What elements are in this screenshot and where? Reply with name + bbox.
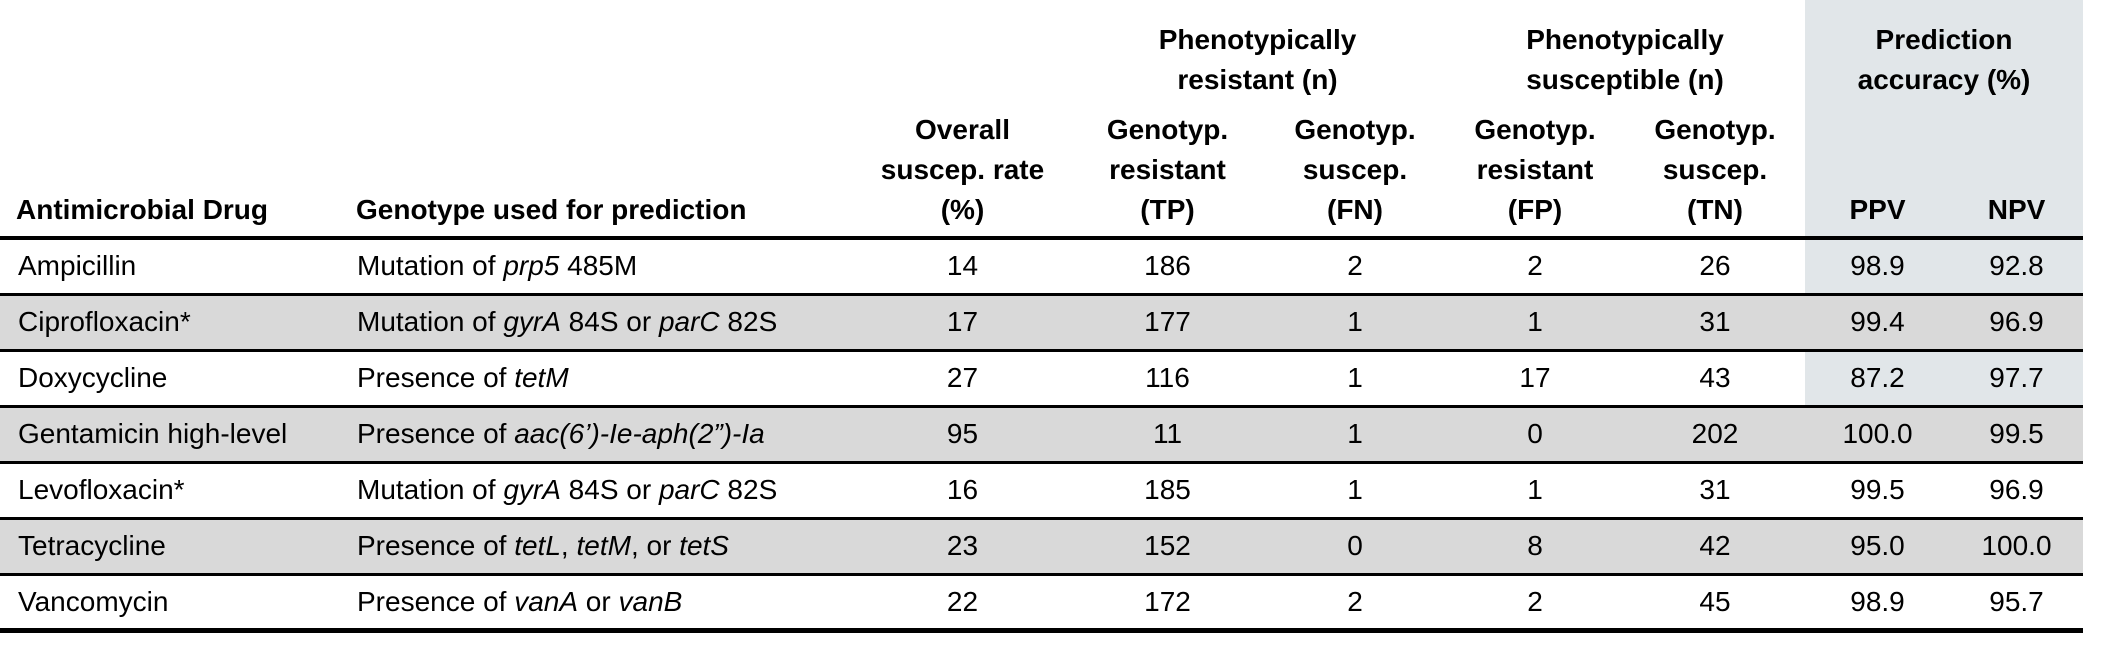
cell-drug: Levofloxacin* [18, 474, 185, 505]
cell-fp: 1 [1445, 294, 1625, 350]
cell-genotype: Presence of tetL, tetM, or tetS [340, 518, 855, 574]
cell-tp: 185 [1144, 474, 1191, 505]
cell-tp: 116 [1145, 362, 1190, 393]
table-row-ampicillin: Ampicillin Mutation of prp5 485M 14 186 … [0, 238, 2084, 294]
cell-tp: 11 [1070, 406, 1265, 462]
cell-overall-rate: 23 [855, 518, 1070, 574]
cell-genotype: Presence of tetM [357, 362, 569, 393]
cell-overall-rate: 16 [946, 474, 979, 505]
table-row-tetracycline: Tetracycline Presence of tetL, tetM, or … [0, 518, 2084, 574]
column-header-genotype: Genotype used for prediction [356, 194, 747, 225]
cell-fn: 2 [1347, 585, 1363, 617]
cell-tn: 43 [1699, 362, 1731, 393]
cell-fn: 0 [1265, 518, 1445, 574]
cell-tn: 26 [1699, 250, 1731, 282]
cell-tn: 31 [1699, 474, 1731, 505]
results-table: Phenotypically resistant (n) Phenotypica… [0, 0, 2084, 630]
cell-fn: 2 [1347, 250, 1363, 282]
spacer-cell [855, 0, 1070, 106]
cell-tn: 45 [1699, 585, 1731, 617]
column-header-overall-rate: Overall suscep. rate (%) [880, 114, 1045, 225]
cell-drug: Ampicillin [18, 250, 137, 282]
cell-fn: 1 [1347, 362, 1363, 393]
column-header-fp: Genotyp. resistant (FP) [1474, 114, 1596, 225]
cell-npv: 95.7 [1989, 585, 2044, 617]
cell-fp: 0 [1445, 406, 1625, 462]
cell-drug: Ciprofloxacin* [0, 294, 340, 350]
column-header-fn: Genotyp. suscep. (FN) [1294, 114, 1416, 225]
table-body: Ampicillin Mutation of prp5 485M 14 186 … [0, 238, 2084, 630]
cell-genotype: Mutation of prp5 485M [357, 250, 638, 282]
cell-tp: 152 [1070, 518, 1265, 574]
cell-ppv: 100.0 [1805, 406, 1950, 462]
cell-genotype: Presence of vanA or vanB [357, 585, 683, 617]
table-row-gentamicin: Gentamicin high-level Presence of aac(6’… [0, 406, 2084, 462]
table-row-ciprofloxacin: Ciprofloxacin* Mutation of gyrA 84S or p… [0, 294, 2084, 350]
cell-tn: 31 [1625, 294, 1805, 350]
table-row-vancomycin: Vancomycin Presence of vanA or vanB 22 1… [0, 574, 2084, 630]
cell-ppv: 95.0 [1805, 518, 1950, 574]
cell-npv: 96.9 [1989, 474, 2044, 505]
column-header-tn: Genotyp. suscep. (TN) [1654, 114, 1776, 225]
group-header-prediction-accuracy: Prediction accuracy (%) [1805, 0, 2084, 106]
cell-fn: 1 [1265, 294, 1445, 350]
spacer-cell [0, 0, 340, 106]
cell-fn: 1 [1347, 474, 1363, 505]
cell-drug: Doxycycline [18, 362, 168, 393]
cell-tn: 42 [1625, 518, 1805, 574]
cell-tp: 186 [1144, 250, 1191, 282]
cell-fp: 2 [1527, 585, 1543, 617]
table-header: Phenotypically resistant (n) Phenotypica… [0, 0, 2084, 238]
cell-ppv: 99.5 [1850, 474, 1905, 505]
cell-npv: 99.5 [1950, 406, 2084, 462]
spacer-cell [340, 0, 855, 106]
cell-overall-rate: 14 [946, 250, 979, 282]
cell-tp: 172 [1144, 585, 1191, 617]
cell-drug: Tetracycline [0, 518, 340, 574]
column-header-npv: NPV [1950, 106, 2084, 238]
cell-overall-rate: 22 [946, 585, 979, 617]
cell-overall-rate: 17 [855, 294, 1070, 350]
cell-fp: 1 [1527, 474, 1543, 505]
cell-drug: Vancomycin [18, 585, 169, 617]
table-row-levofloxacin: Levofloxacin* Mutation of gyrA 84S or pa… [0, 462, 2084, 518]
cell-ppv: 98.9 [1805, 238, 1950, 294]
cell-drug: Gentamicin high-level [0, 406, 340, 462]
cell-ppv: 98.9 [1850, 585, 1905, 617]
group-header-phenotypically-susceptible: Phenotypically susceptible (n) [1526, 24, 1724, 95]
cell-tn: 202 [1625, 406, 1805, 462]
group-header-phenotypically-resistant: Phenotypically resistant (n) [1158, 24, 1357, 95]
cell-npv: 96.9 [1950, 294, 2084, 350]
cell-overall-rate: 95 [855, 406, 1070, 462]
cell-genotype: Mutation of gyrA 84S or parC 82S [340, 294, 855, 350]
cell-fp: 2 [1527, 250, 1543, 282]
cell-fn: 1 [1265, 406, 1445, 462]
cell-npv: 97.7 [1950, 350, 2084, 406]
table-row-doxycycline: Doxycycline Presence of tetM 27 116 1 17… [0, 350, 2084, 406]
cell-genotype: Mutation of gyrA 84S or parC 82S [357, 474, 778, 505]
column-header-drug: Antimicrobial Drug [16, 194, 269, 225]
cell-tp: 177 [1070, 294, 1265, 350]
cell-npv: 92.8 [1950, 238, 2084, 294]
cell-ppv: 99.4 [1805, 294, 1950, 350]
cell-ppv: 87.2 [1805, 350, 1950, 406]
column-header-row: Antimicrobial Drug Genotype used for pre… [0, 106, 2084, 238]
cell-overall-rate: 27 [946, 362, 979, 393]
cell-npv: 100.0 [1950, 518, 2084, 574]
cell-genotype: Presence of aac(6’)-Ie-aph(2”)-Ia [340, 406, 855, 462]
cell-fp: 17 [1519, 362, 1551, 393]
group-header-row: Phenotypically resistant (n) Phenotypica… [0, 0, 2084, 106]
column-header-ppv: PPV [1805, 106, 1950, 238]
column-header-tp: Genotyp. resistant (TP) [1106, 114, 1229, 225]
cell-fp: 8 [1445, 518, 1625, 574]
